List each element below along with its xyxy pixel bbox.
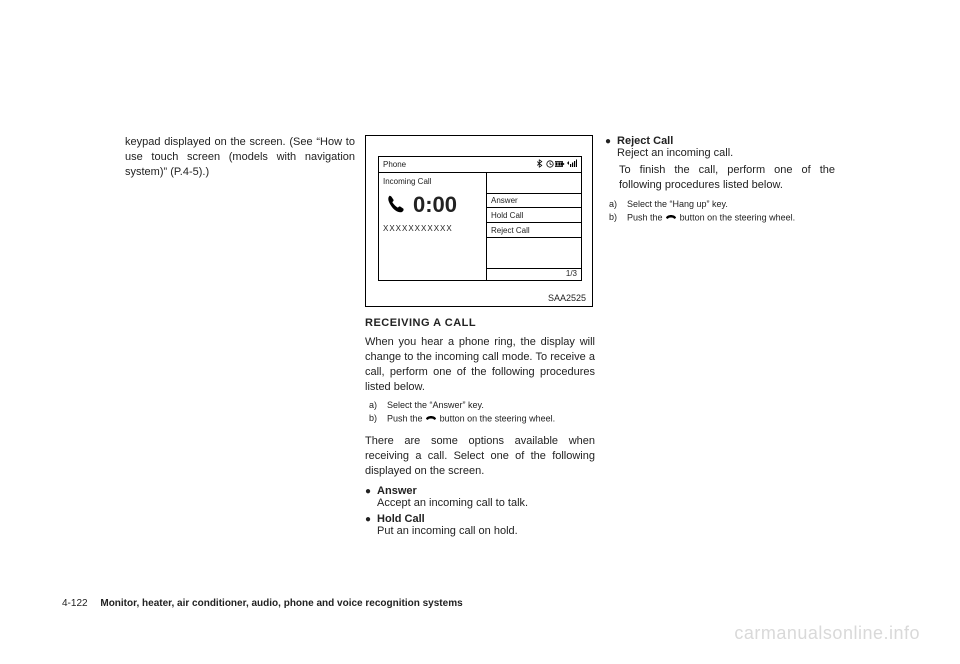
col2-paragraph-2: There are some options available when re… bbox=[365, 434, 595, 479]
signal-icon bbox=[567, 161, 577, 170]
menu-spacer-bot bbox=[487, 238, 581, 268]
phone-right-panel: Answer Hold Call Reject Call 1/3 bbox=[487, 173, 581, 280]
menu-reject-call[interactable]: Reject Call bbox=[487, 223, 581, 238]
col2-step-a: a) Select the “Answer” key. bbox=[365, 400, 595, 410]
watermark: carmanualsonline.info bbox=[734, 623, 920, 644]
step-a-text: Select the “Hang up” key. bbox=[627, 199, 835, 209]
status-icons-group bbox=[537, 159, 577, 170]
bullet-dot-icon: ● bbox=[605, 135, 611, 159]
column-3: ● Reject Call Reject an incoming call. T… bbox=[605, 135, 835, 605]
step-a-key: a) bbox=[365, 400, 377, 410]
step-b-post: button on the steering wheel. bbox=[440, 414, 556, 424]
step-b-text: Push the button on the steering wheel. bbox=[387, 413, 595, 425]
page-number: 4-122 bbox=[62, 598, 88, 609]
step-b-pre: Push the bbox=[387, 414, 423, 424]
bluetooth-icon bbox=[537, 161, 546, 170]
menu-hold-call[interactable]: Hold Call bbox=[487, 208, 581, 223]
call-timer: 0:00 bbox=[413, 192, 457, 218]
menu-answer[interactable]: Answer bbox=[487, 193, 581, 208]
col1-paragraph-1: keypad displayed on the screen. (See “Ho… bbox=[125, 135, 355, 180]
col2-paragraph-1: When you hear a phone ring, the display … bbox=[365, 335, 595, 394]
bullet-reject: ● Reject Call Reject an incoming call. bbox=[605, 135, 835, 159]
bullet-reject-body: Reject Call Reject an incoming call. bbox=[617, 135, 835, 159]
bullet-hold-body: Hold Call Put an incoming call on hold. bbox=[377, 513, 595, 537]
phone-icon-row: 0:00 bbox=[385, 192, 482, 218]
col3-step-a: a) Select the “Hang up” key. bbox=[605, 199, 835, 209]
phone-left-panel: Incoming Call 0:00 XXXXXXXXXXX bbox=[379, 173, 487, 280]
step-b-post: button on the steering wheel. bbox=[680, 212, 796, 222]
receiving-call-heading: RECEIVING A CALL bbox=[365, 317, 595, 329]
bullet-answer: ● Answer Accept an incoming call to talk… bbox=[365, 485, 595, 509]
phone-button-icon bbox=[665, 212, 677, 224]
column-1: keypad displayed on the screen. (See “Ho… bbox=[125, 135, 355, 605]
step-b-pre: Push the bbox=[627, 212, 663, 222]
page-content: keypad displayed on the screen. (See “Ho… bbox=[125, 135, 835, 605]
incoming-call-label: Incoming Call bbox=[383, 177, 482, 186]
bullet-reject-title: Reject Call bbox=[617, 135, 835, 147]
phone-title-bar: Phone bbox=[379, 157, 581, 173]
bullet-reject-desc: Reject an incoming call. bbox=[617, 147, 835, 159]
col3-step-b: b) Push the button on the steering wheel… bbox=[605, 212, 835, 224]
phone-button-icon bbox=[425, 413, 437, 425]
figure-caption: SAA2525 bbox=[548, 293, 586, 303]
bullet-hold-desc: Put an incoming call on hold. bbox=[377, 525, 595, 537]
phone-body: Incoming Call 0:00 XXXXXXXXXXX Answer Ho… bbox=[379, 173, 581, 280]
section-title: Monitor, heater, air conditioner, audio,… bbox=[100, 598, 462, 609]
battery-icon bbox=[555, 161, 567, 170]
bullet-hold-title: Hold Call bbox=[377, 513, 595, 525]
bullet-answer-title: Answer bbox=[377, 485, 595, 497]
caller-id: XXXXXXXXXXX bbox=[383, 224, 482, 233]
col3-paragraph-1: To finish the call, perform one of the f… bbox=[605, 163, 835, 193]
bullet-dot-icon: ● bbox=[365, 513, 371, 537]
bullet-hold: ● Hold Call Put an incoming call on hold… bbox=[365, 513, 595, 537]
page-footer: 4-122 Monitor, heater, air conditioner, … bbox=[62, 598, 463, 609]
col2-step-b: b) Push the button on the steering wheel… bbox=[365, 413, 595, 425]
phone-screen-inner: Phone bbox=[378, 156, 582, 281]
menu-count: 1/3 bbox=[487, 268, 581, 280]
bullet-answer-body: Answer Accept an incoming call to talk. bbox=[377, 485, 595, 509]
bullet-dot-icon: ● bbox=[365, 485, 371, 509]
handset-icon bbox=[385, 193, 407, 218]
step-a-key: a) bbox=[605, 199, 617, 209]
step-b-text: Push the button on the steering wheel. bbox=[627, 212, 835, 224]
column-2: Phone bbox=[365, 135, 595, 605]
step-a-text: Select the “Answer” key. bbox=[387, 400, 595, 410]
phone-screen-figure: Phone bbox=[365, 135, 593, 307]
menu-spacer-top bbox=[487, 173, 581, 193]
clock-icon bbox=[546, 161, 556, 170]
bullet-answer-desc: Accept an incoming call to talk. bbox=[377, 497, 595, 509]
step-b-key: b) bbox=[605, 212, 617, 224]
step-b-key: b) bbox=[365, 413, 377, 425]
phone-title: Phone bbox=[383, 160, 406, 169]
